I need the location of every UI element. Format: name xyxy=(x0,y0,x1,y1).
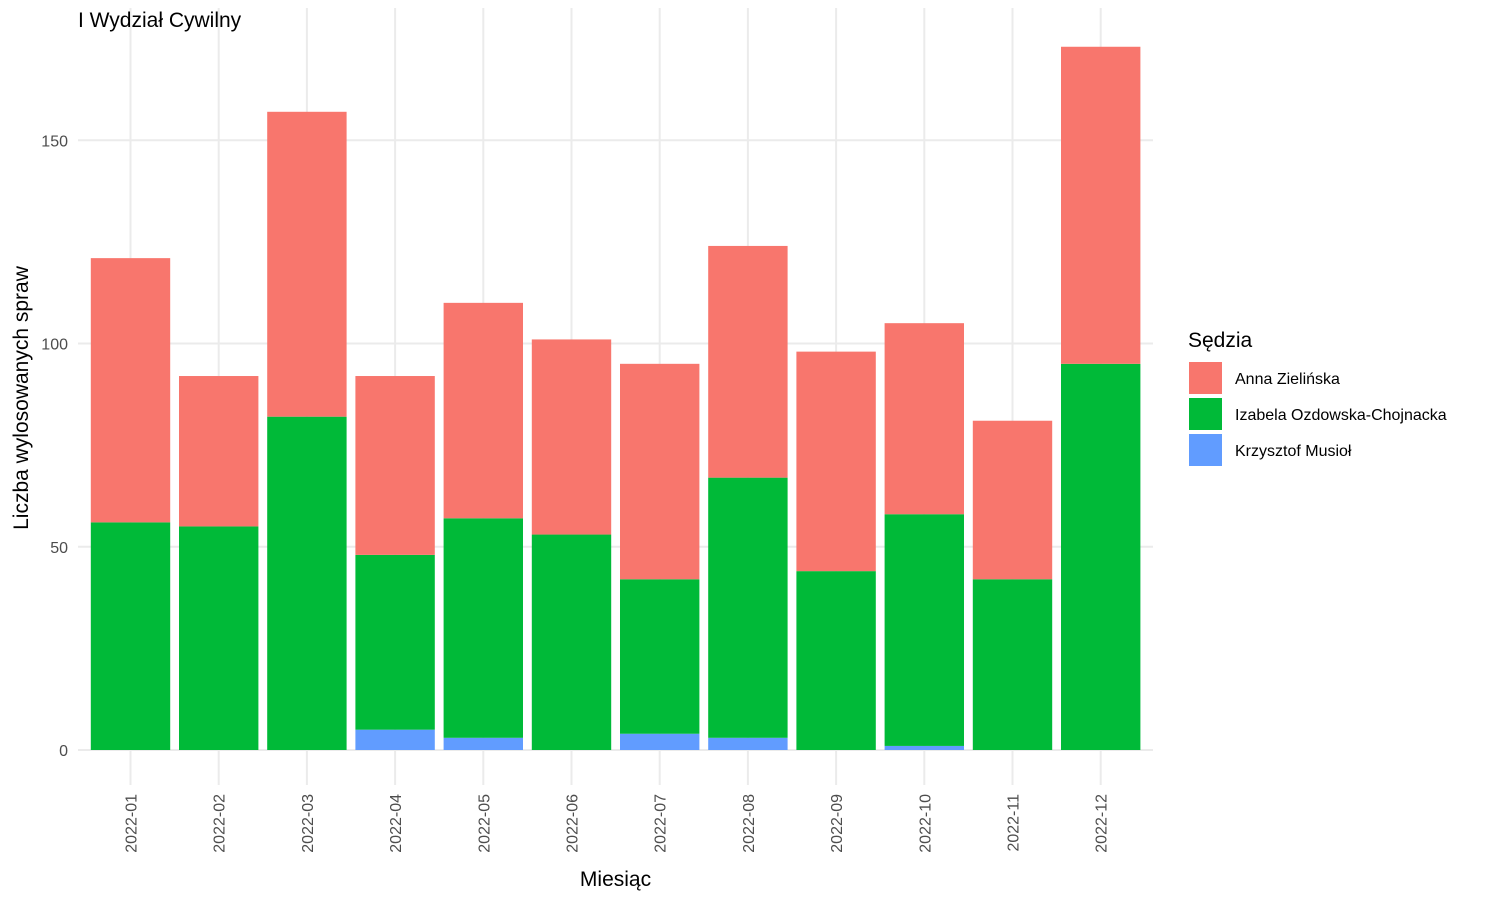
x-tick-label: 2022-12 xyxy=(1094,794,1111,853)
bar-segment xyxy=(708,245,788,478)
x-tick-label: 2022-06 xyxy=(565,794,582,853)
x-tick-label: 2022-10 xyxy=(917,794,934,853)
bar-segment xyxy=(796,351,876,572)
bar-segment xyxy=(708,737,788,750)
bar-segment xyxy=(90,258,171,523)
legend-label: Izabela Ozdowska-Chojnacka xyxy=(1235,407,1447,424)
bar-segment xyxy=(355,729,435,750)
x-tick-label: 2022-03 xyxy=(300,794,317,853)
y-tick-label: 50 xyxy=(50,540,68,557)
legend-swatch xyxy=(1189,362,1222,394)
bar-segment xyxy=(443,518,523,738)
x-tick-label: 2022-08 xyxy=(741,794,758,853)
bar-segment xyxy=(708,477,788,738)
y-axis-title: Liczba wylosowanych spraw xyxy=(10,265,33,530)
bar-segment xyxy=(179,376,259,527)
bar-segment xyxy=(443,302,523,519)
x-tick-label: 2022-01 xyxy=(124,794,141,853)
bar-segment xyxy=(267,416,347,750)
bar-segment xyxy=(355,376,435,555)
chart-title: I Wydział Cywilny xyxy=(78,9,242,32)
bar-segment xyxy=(179,526,259,750)
bar-segment xyxy=(972,420,1053,580)
legend-label: Anna Zielińska xyxy=(1235,371,1340,388)
x-tick-label: 2022-11 xyxy=(1006,794,1023,852)
y-tick-label: 100 xyxy=(41,337,68,354)
bar-segment xyxy=(620,579,700,734)
bar-segment xyxy=(267,111,347,417)
x-tick-label: 2022-04 xyxy=(388,794,405,853)
legend-title: Sędzia xyxy=(1188,329,1253,352)
bar-segment xyxy=(531,534,612,750)
bar-segment xyxy=(1061,363,1141,750)
x-tick-label: 2022-05 xyxy=(476,794,493,853)
legend-swatch xyxy=(1189,434,1222,466)
bar-segment xyxy=(972,579,1053,750)
y-axis-ticks: 0 50 100 150 xyxy=(41,133,68,760)
bar-segment xyxy=(443,737,523,750)
legend-swatch xyxy=(1189,398,1222,430)
x-tick-label: 2022-02 xyxy=(212,794,229,853)
bars xyxy=(90,46,1141,750)
legend: Sędzia Anna Zielińska Izabela Ozdowska-Ch… xyxy=(1188,329,1447,466)
bar-segment xyxy=(884,745,964,750)
bar-segment xyxy=(884,514,964,746)
legend-items: Anna Zielińska Izabela Ozdowska-Chojnacka… xyxy=(1189,362,1447,466)
bar-segment xyxy=(90,522,171,750)
bar-segment xyxy=(1061,46,1141,364)
bar-segment xyxy=(884,323,964,515)
x-axis-title: Miesiąc xyxy=(580,868,651,891)
y-tick-label: 0 xyxy=(59,743,68,760)
bar-segment xyxy=(620,733,700,750)
bar-segment xyxy=(620,363,700,580)
y-tick-label: 150 xyxy=(41,133,68,150)
bar-segment xyxy=(796,571,876,750)
bar-segment xyxy=(355,554,435,730)
x-tick-label: 2022-07 xyxy=(653,794,670,853)
bar-segment xyxy=(531,339,612,535)
x-axis-ticks: 2022-01 2022-02 2022-03 2022-04 2022-05 2022-… xyxy=(124,794,1111,853)
legend-label: Krzysztof Musioł xyxy=(1235,443,1352,460)
x-tick-label: 2022-09 xyxy=(829,794,846,853)
